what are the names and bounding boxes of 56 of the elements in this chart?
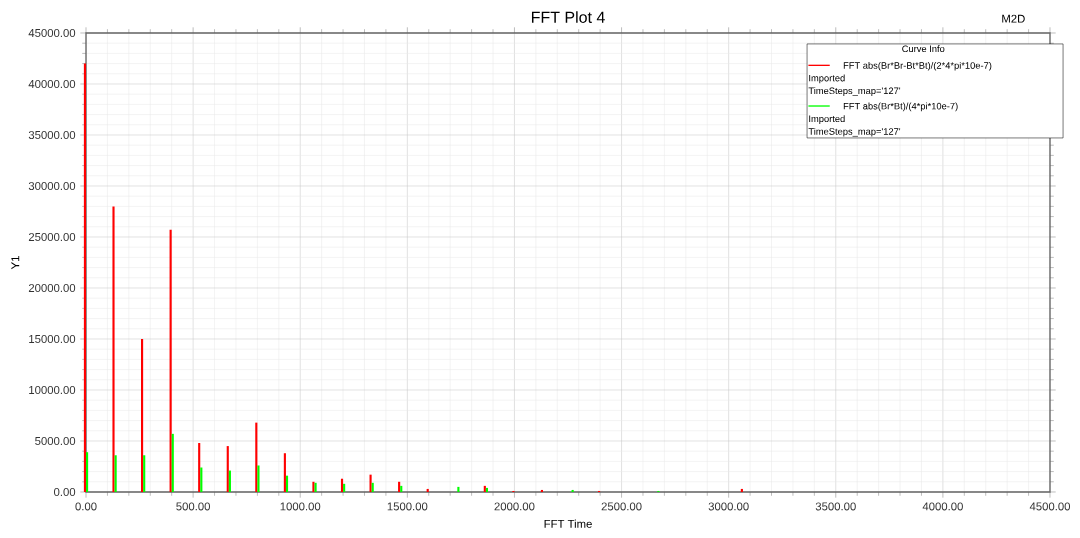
legend-label: FFT abs(Br*Bt)/(4*pi*10e-7) (843, 102, 958, 112)
legend-label: FFT abs(Br*Br-Bt*Bt)/(2*4*pi*10e-7) (843, 61, 992, 71)
x-tick-label: 1000.00 (280, 502, 321, 511)
bar (171, 433, 174, 492)
x-tick-label: 1500.00 (387, 502, 428, 511)
x-tick-label: 4500.00 (1029, 502, 1071, 511)
y-tick-label: 10000.00 (29, 385, 76, 394)
x-axis-title: FFT Time (544, 519, 592, 528)
bar (200, 467, 203, 492)
y-tick-label: 30000.00 (28, 181, 76, 190)
bar (457, 486, 460, 492)
x-tick-label: 4000.00 (922, 502, 963, 511)
bar (400, 485, 403, 492)
annotation: Imported (809, 115, 845, 124)
y-tick-label: 25000.00 (28, 232, 76, 241)
bar (169, 229, 172, 492)
x-tick-label: 0.00 (75, 502, 97, 511)
y-tick-label: 35000.00 (28, 130, 76, 139)
y-tick-label: 40000.00 (28, 79, 76, 88)
bar (226, 446, 229, 492)
bar (112, 206, 115, 492)
x-tick-label: 500.00 (176, 502, 210, 511)
x-tick-label: 3000.00 (708, 502, 749, 511)
legend-title: Curve Info (902, 45, 945, 53)
bar (540, 489, 544, 492)
bar (571, 489, 574, 492)
x-tick-label: 3500.00 (815, 502, 856, 511)
x-tick-label: 2500.00 (601, 502, 642, 511)
chart-title: FFT Plot 4 (531, 11, 605, 23)
bar (285, 475, 289, 492)
bar (83, 63, 87, 492)
bar (343, 483, 346, 492)
y-tick-label: 5000.00 (35, 436, 76, 445)
annotation: Imported (809, 74, 845, 84)
text: M2D (1002, 14, 1025, 23)
bar (143, 455, 146, 492)
bar (141, 338, 144, 492)
bar (369, 474, 372, 492)
bar (283, 453, 286, 492)
annotation: TimeSteps_map='127' (808, 87, 901, 96)
bar (340, 478, 344, 492)
y-tick-label: 15000.00 (29, 334, 76, 343)
y-tick-label: 0.00 (53, 487, 76, 496)
bar (86, 452, 89, 492)
bar (257, 465, 260, 492)
annotation: TimeSteps_map='127' (808, 127, 901, 137)
bar (114, 455, 117, 492)
bar (255, 422, 258, 492)
bar (398, 481, 401, 492)
bar (228, 470, 231, 492)
y-tick-label: 45000.00 (28, 28, 76, 37)
y-axis-title: Y1 (11, 256, 20, 270)
bar (371, 482, 374, 492)
bar (198, 443, 201, 492)
x-tick-label: 2000.00 (494, 502, 535, 511)
y-tick-label: 20000.00 (28, 283, 76, 292)
